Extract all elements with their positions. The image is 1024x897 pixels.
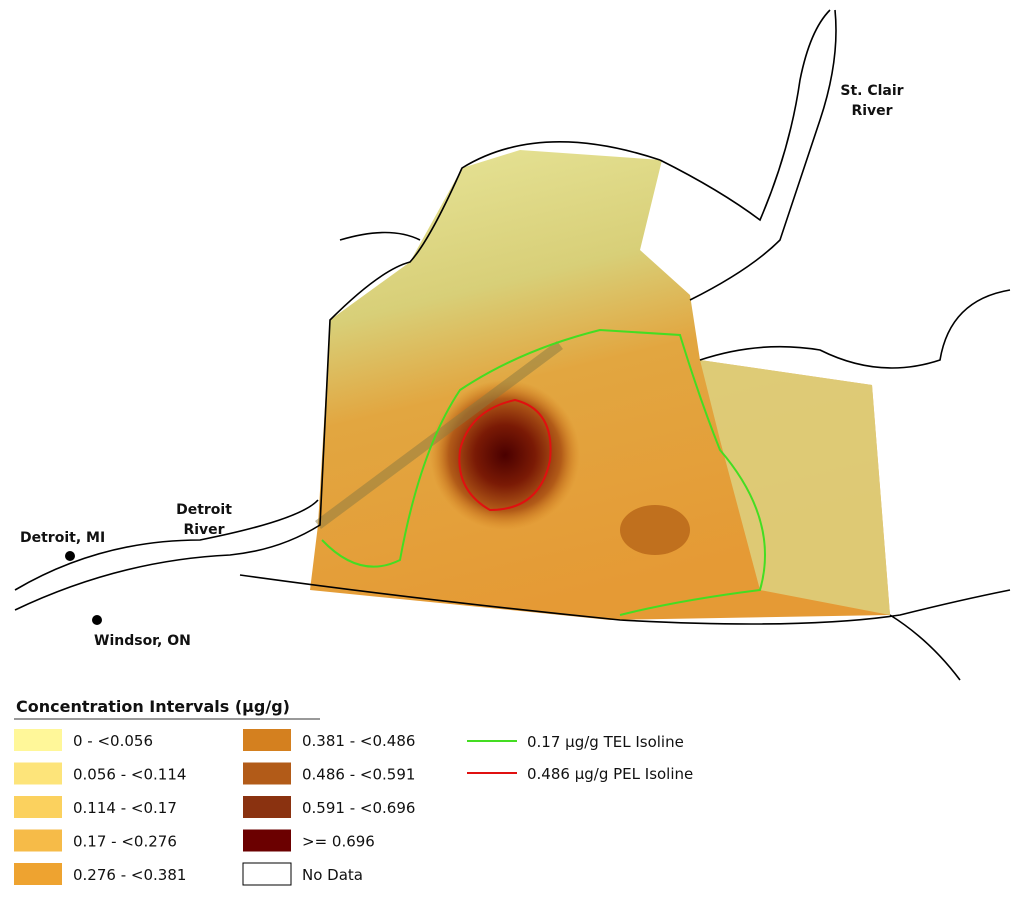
legend-swatch [242,862,292,886]
city-dot [92,615,102,625]
legend-swatch [243,829,291,852]
legend-swatch [14,829,62,852]
city-dot [65,551,75,561]
place-label: River [851,103,892,119]
legend-label: 0.17 µg/g TEL Isoline [527,733,684,751]
place-label: River [183,522,224,538]
shoreline [14,9,1011,681]
legend-label: 0.486 - <0.591 [302,766,415,784]
legend-label: 0 - <0.056 [73,732,153,750]
legend-label: 0.486 µg/g PEL Isoline [527,765,693,783]
place-label: St. Clair [840,83,903,99]
legend-swatch [14,863,62,885]
legend-label: 0.276 - <0.381 [73,866,186,884]
legend-swatch [243,796,291,818]
legend-label: 0.114 - <0.17 [73,799,177,817]
legend-swatch [14,729,62,751]
legend-label: >= 0.696 [302,833,375,851]
legend-swatch [14,796,62,818]
place-label: Detroit, MI [20,530,105,546]
legend-swatch [243,729,291,751]
pel-isoline [458,398,552,512]
legend-label: No Data [302,866,363,884]
legend-label: 0.381 - <0.486 [302,732,415,750]
legend-label: 0.056 - <0.114 [73,766,186,784]
legend-title: Concentration Intervals (µg/g) [16,697,290,716]
place-label: Detroit [176,502,232,518]
place-label: Windsor, ON [94,633,191,649]
tel-isoline [321,328,766,616]
legend-swatch [14,762,62,785]
legend-label: 0.591 - <0.696 [302,799,415,817]
concentration-surface [310,150,890,620]
legend-label: 0.17 - <0.276 [73,833,177,851]
legend-swatch [243,762,291,785]
